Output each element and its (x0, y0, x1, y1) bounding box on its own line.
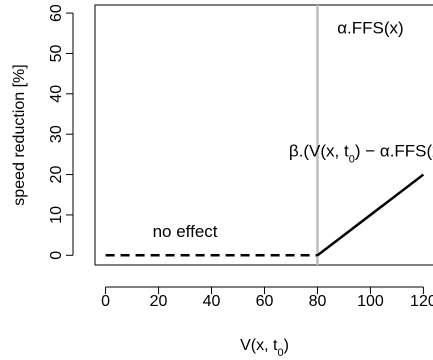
x-tick-label: 60 (256, 293, 274, 310)
y-tick-label: 0 (48, 251, 65, 260)
y-tick-label: 10 (48, 206, 65, 224)
x-tick-label: 20 (150, 293, 168, 310)
annotation-no-effect: no effect (153, 222, 218, 241)
annotation-beta-formula: β.(V(x, t0) − α.FFS(x)) (289, 141, 433, 165)
x-tick-label: 100 (357, 293, 384, 310)
y-tick-label: 20 (48, 166, 65, 184)
y-tick-label: 60 (48, 4, 65, 22)
x-tick-label: 40 (203, 293, 221, 310)
x-tick-label: 0 (101, 293, 110, 310)
annotation-alpha-ffs: α.FFS(x) (337, 18, 403, 37)
x-tick-label: 120 (410, 293, 433, 310)
series-reduction-line (316, 173, 425, 257)
y-tick-label: 50 (48, 44, 65, 62)
y-axis-title: speed reduction [%] (11, 64, 28, 205)
plot-frame (94, 4, 433, 266)
x-axis-title: V(x, t0) (240, 337, 289, 359)
x-tick-label: 80 (309, 293, 327, 310)
y-tick-label: 30 (48, 125, 65, 143)
y-tick-label: 40 (48, 85, 65, 103)
